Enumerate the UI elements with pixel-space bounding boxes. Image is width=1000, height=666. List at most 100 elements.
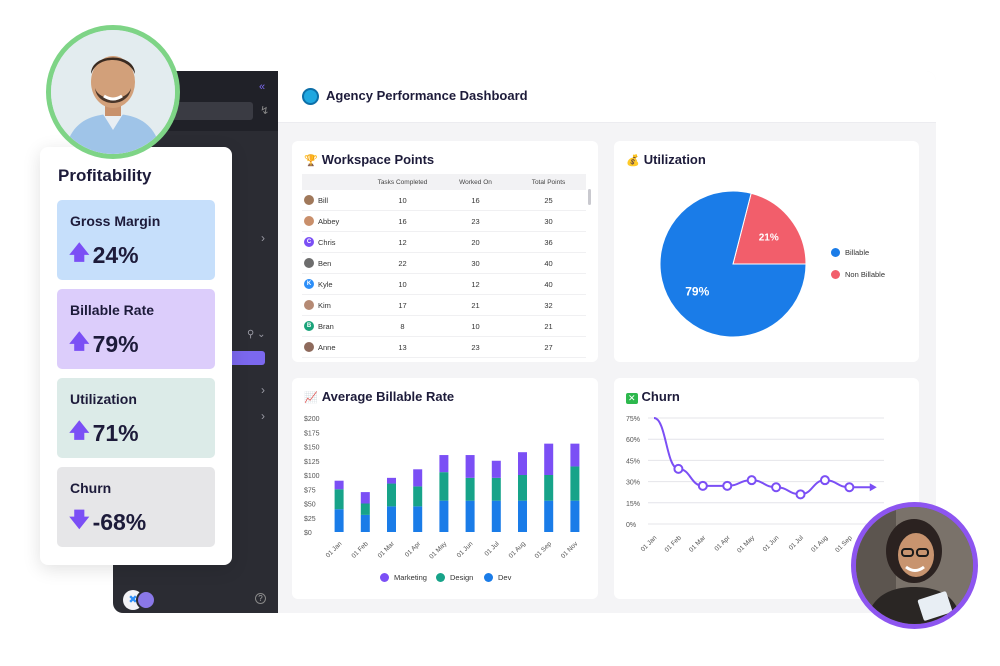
bar-segment xyxy=(491,500,501,532)
bar-segment xyxy=(518,475,527,501)
data-point xyxy=(844,482,855,493)
member-name: Kyle xyxy=(318,279,333,289)
x-tick-label: 01 Nov xyxy=(560,540,580,560)
cell-tasks-completed: 22 xyxy=(398,258,407,268)
metric-label: Churn xyxy=(70,480,112,496)
y-tick-label: 60% xyxy=(626,437,640,444)
x-tick-label: 01 Feb xyxy=(664,534,684,554)
metric-value-row: 🡅 79% xyxy=(69,327,139,361)
pie-slice-label: 21% xyxy=(759,232,779,243)
bar-segment xyxy=(465,477,475,501)
y-tick-label: $200 xyxy=(304,416,320,423)
legend-item: Billable xyxy=(831,248,869,257)
table-row[interactable]: Kim 17 21 32 xyxy=(302,295,586,316)
card-title: ✕ Churn xyxy=(626,389,680,404)
avatar xyxy=(304,195,314,205)
table-row[interactable]: Ben 22 30 40 xyxy=(302,253,586,274)
help-icon[interactable]: ? xyxy=(255,593,266,604)
cell-worked-on: 30 xyxy=(471,258,480,268)
chevron-right-icon[interactable]: › xyxy=(261,383,265,397)
pie-slice xyxy=(659,190,807,338)
column-header[interactable]: Total Points xyxy=(531,178,566,186)
table-row[interactable]: Abbey 16 23 30 xyxy=(302,211,586,232)
cell-tasks-completed: 16 xyxy=(398,216,407,226)
table-header: Tasks Completed Worked On Total Points xyxy=(302,174,586,190)
pie-slice xyxy=(732,192,807,265)
column-header[interactable]: Worked On xyxy=(459,178,492,186)
x-tick-label: 01 Jan xyxy=(325,540,344,559)
sidebar-selected-item[interactable] xyxy=(229,351,265,365)
workspace-points-card: 🏆 Workspace Points Tasks Completed Worked… xyxy=(292,141,598,362)
table-body: Bill 10 16 25 Abbey 16 23 30 C Chris 12 20 36 Ben 22 30… xyxy=(302,190,586,358)
y-tick-label: $150 xyxy=(304,445,320,452)
table-row[interactable]: K Kyle 10 12 40 xyxy=(302,274,586,295)
metric-utilization[interactable]: Utilization 🡅 71% xyxy=(57,378,215,458)
lightning-icon[interactable]: ↯ xyxy=(260,105,270,117)
chevron-right-icon[interactable]: › xyxy=(261,231,265,245)
member-name: Chris xyxy=(318,237,336,247)
bar-segment xyxy=(439,472,449,501)
metric-billable-rate[interactable]: Billable Rate 🡅 79% xyxy=(57,289,215,369)
bar-segment xyxy=(387,477,396,484)
cell-worked-on: 21 xyxy=(471,300,480,310)
bar-segment xyxy=(334,480,344,490)
metric-churn[interactable]: Churn 🡇 -68% xyxy=(57,467,215,547)
y-tick-label: $75 xyxy=(304,487,316,494)
arrow-right-icon xyxy=(869,483,877,492)
chart-increasing-icon: 📈 xyxy=(304,392,318,404)
cell-total-points: 40 xyxy=(544,258,553,268)
metric-value: -68% xyxy=(92,508,147,535)
x-tick-label: 01 Jun xyxy=(762,534,781,553)
cell-total-points: 21 xyxy=(544,321,553,331)
legend-item: Marketing xyxy=(380,573,427,582)
scrollbar[interactable] xyxy=(588,189,591,205)
table-row[interactable]: Bill 10 16 25 xyxy=(302,190,586,211)
y-tick-label: 45% xyxy=(626,458,640,465)
table-row[interactable]: Anne 13 23 27 xyxy=(302,337,586,358)
legend-item: Dev xyxy=(484,573,511,582)
x-tick-label: 01 Jan xyxy=(640,534,659,553)
cell-tasks-completed: 17 xyxy=(398,300,407,310)
card-title: 📈 Average Billable Rate xyxy=(304,389,454,404)
table-row[interactable]: B Bran 8 10 21 xyxy=(302,316,586,337)
cell-tasks-completed: 10 xyxy=(398,279,407,289)
bar-segment xyxy=(360,503,370,515)
x-tick-label: 01 May xyxy=(428,540,449,561)
member-name: Abbey xyxy=(318,216,340,226)
metric-value-row: 🡅 71% xyxy=(69,416,139,450)
column-header[interactable]: Tasks Completed xyxy=(377,178,428,186)
medal-icon: 🏆 xyxy=(304,155,318,167)
collapse-sidebar-icon[interactable]: « xyxy=(259,81,266,93)
cell-name: Abbey xyxy=(302,216,366,226)
chevron-right-icon[interactable]: › xyxy=(261,409,265,423)
avatar xyxy=(304,300,314,310)
legend-label: Design xyxy=(450,573,474,582)
cell-worked-on: 23 xyxy=(471,342,480,352)
cell-tasks-completed: 8 xyxy=(400,321,405,331)
card-title: 🏆 Workspace Points xyxy=(304,152,434,167)
bar-segment xyxy=(518,500,527,532)
metric-gross-margin[interactable]: Gross Margin 🡅 24% xyxy=(57,200,215,280)
x-tick-label: 01 Jun xyxy=(456,540,475,559)
avatar[interactable] xyxy=(136,590,156,610)
legend-swatch xyxy=(484,573,493,582)
cell-total-points: 32 xyxy=(544,300,553,310)
workspace-avatars[interactable]: ✖ xyxy=(123,590,157,610)
bar-segment xyxy=(387,483,396,507)
x-tick-label: 01 Jul xyxy=(483,540,501,558)
average-billable-rate-card: 📈 Average Billable Rate $0 $25 $50 $75 $100 $1… xyxy=(292,378,598,599)
search-icon[interactable]: ⚲ ⌄ xyxy=(247,329,266,340)
utilization-card: 💰 Utilization 21% 79% Billable Non Billabl… xyxy=(614,141,919,362)
member-name: Ben xyxy=(318,258,332,268)
x-tick-label: 01 Aug xyxy=(810,534,830,554)
data-point xyxy=(819,475,830,486)
cell-name: Bill xyxy=(302,195,366,205)
y-tick-label: $0 xyxy=(304,530,312,537)
bar-segment xyxy=(413,486,423,507)
data-point xyxy=(697,480,708,491)
table-row[interactable]: C Chris 12 20 36 xyxy=(302,232,586,253)
metric-label: Billable Rate xyxy=(70,302,155,318)
workspace-points-table: Tasks Completed Worked On Total Points B… xyxy=(302,174,586,358)
dashboard-main: Agency Performance Dashboard 🏆 Workspace … xyxy=(278,71,936,613)
card-title: 💰 Utilization xyxy=(626,152,706,167)
